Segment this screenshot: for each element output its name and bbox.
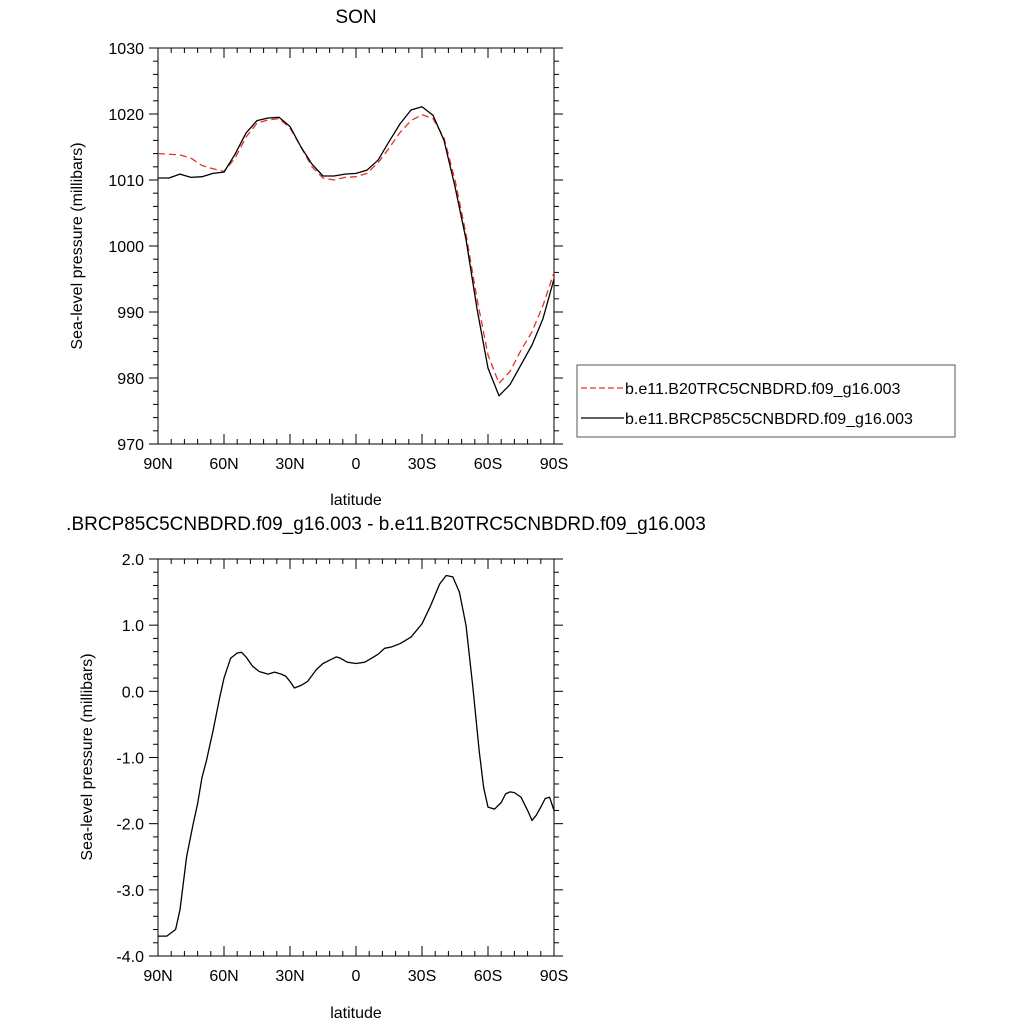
y-tick-label: 1020 (108, 107, 144, 124)
legend-label-b20trc: b.e11.B20TRC5CNBDRD.f09_g16.003 (625, 381, 901, 398)
plot-frame (157, 558, 555, 957)
y-tick-label: 1030 (108, 41, 144, 58)
series-group (157, 106, 555, 397)
x-tick-label: 0 (352, 968, 361, 985)
x-tick-label: 30S (408, 968, 436, 985)
y-axis-label: Sea-level pressure (millibars) (69, 142, 86, 349)
y-tick-label: -1.0 (116, 751, 144, 768)
x-tick-label: 30S (408, 456, 436, 473)
y-tick-label: 990 (117, 305, 144, 322)
axis-ticks: 90N 60N 30N 0 30S 60S 90S 970 980 990 1000 1010 1020… (108, 41, 568, 473)
x-tick-label: 90S (540, 456, 568, 473)
legend: b.e11.B20TRC5CNBDRD.f09_g16.003 b.e11.BR… (576, 364, 956, 438)
axis-ticks: 90N 60N 30N 0 30S 60S 90S -4.0 -3.0 -2.0 -1.0 0.0 1.… (116, 552, 568, 985)
x-tick-label: 60S (474, 456, 502, 473)
x-tick-label: 0 (352, 456, 361, 473)
y-tick-label: -2.0 (116, 817, 144, 834)
x-tick-label: 60N (209, 456, 238, 473)
chart-title: SON (335, 7, 376, 28)
y-tick-label: 980 (117, 371, 144, 388)
y-tick-label: 970 (117, 437, 144, 454)
y-axis-label: Sea-level pressure (millibars) (79, 653, 96, 860)
x-axis-label: latitude (330, 1005, 382, 1022)
legend-label-brcp85: b.e11.BRCP85C5CNBDRD.f09_g16.003 (625, 411, 913, 428)
x-tick-label: 30N (275, 456, 304, 473)
difference-chart: .BRCP85C5CNBDRD.f09_g16.003 - b.e11.B20T… (66, 514, 706, 1022)
y-tick-label: 1000 (108, 239, 144, 256)
legend-box (576, 364, 956, 438)
y-tick-label: 2.0 (122, 552, 144, 569)
series-line-1 (158, 574, 555, 937)
series-line-2 (158, 106, 555, 397)
x-tick-label: 90S (540, 968, 568, 985)
x-tick-label: 60N (209, 968, 238, 985)
y-tick-label: -4.0 (116, 949, 144, 966)
x-tick-label: 90N (143, 456, 172, 473)
x-tick-label: 90N (143, 968, 172, 985)
y-tick-label: 1010 (108, 173, 144, 190)
x-axis-label: latitude (330, 492, 382, 509)
y-tick-label: 0.0 (122, 684, 144, 701)
y-tick-label: 1.0 (122, 618, 144, 635)
series-line-1 (157, 114, 555, 384)
x-tick-label: 30N (275, 968, 304, 985)
x-tick-label: 60S (474, 968, 502, 985)
series-group (158, 574, 555, 937)
y-tick-label: -3.0 (116, 883, 144, 900)
chart-title: .BRCP85C5CNBDRD.f09_g16.003 - b.e11.B20T… (66, 514, 706, 535)
son-pressure-chart: SON 90N 60N 30N 0 30S 60S 90S 970 980 990 1000 1010… (69, 7, 956, 509)
